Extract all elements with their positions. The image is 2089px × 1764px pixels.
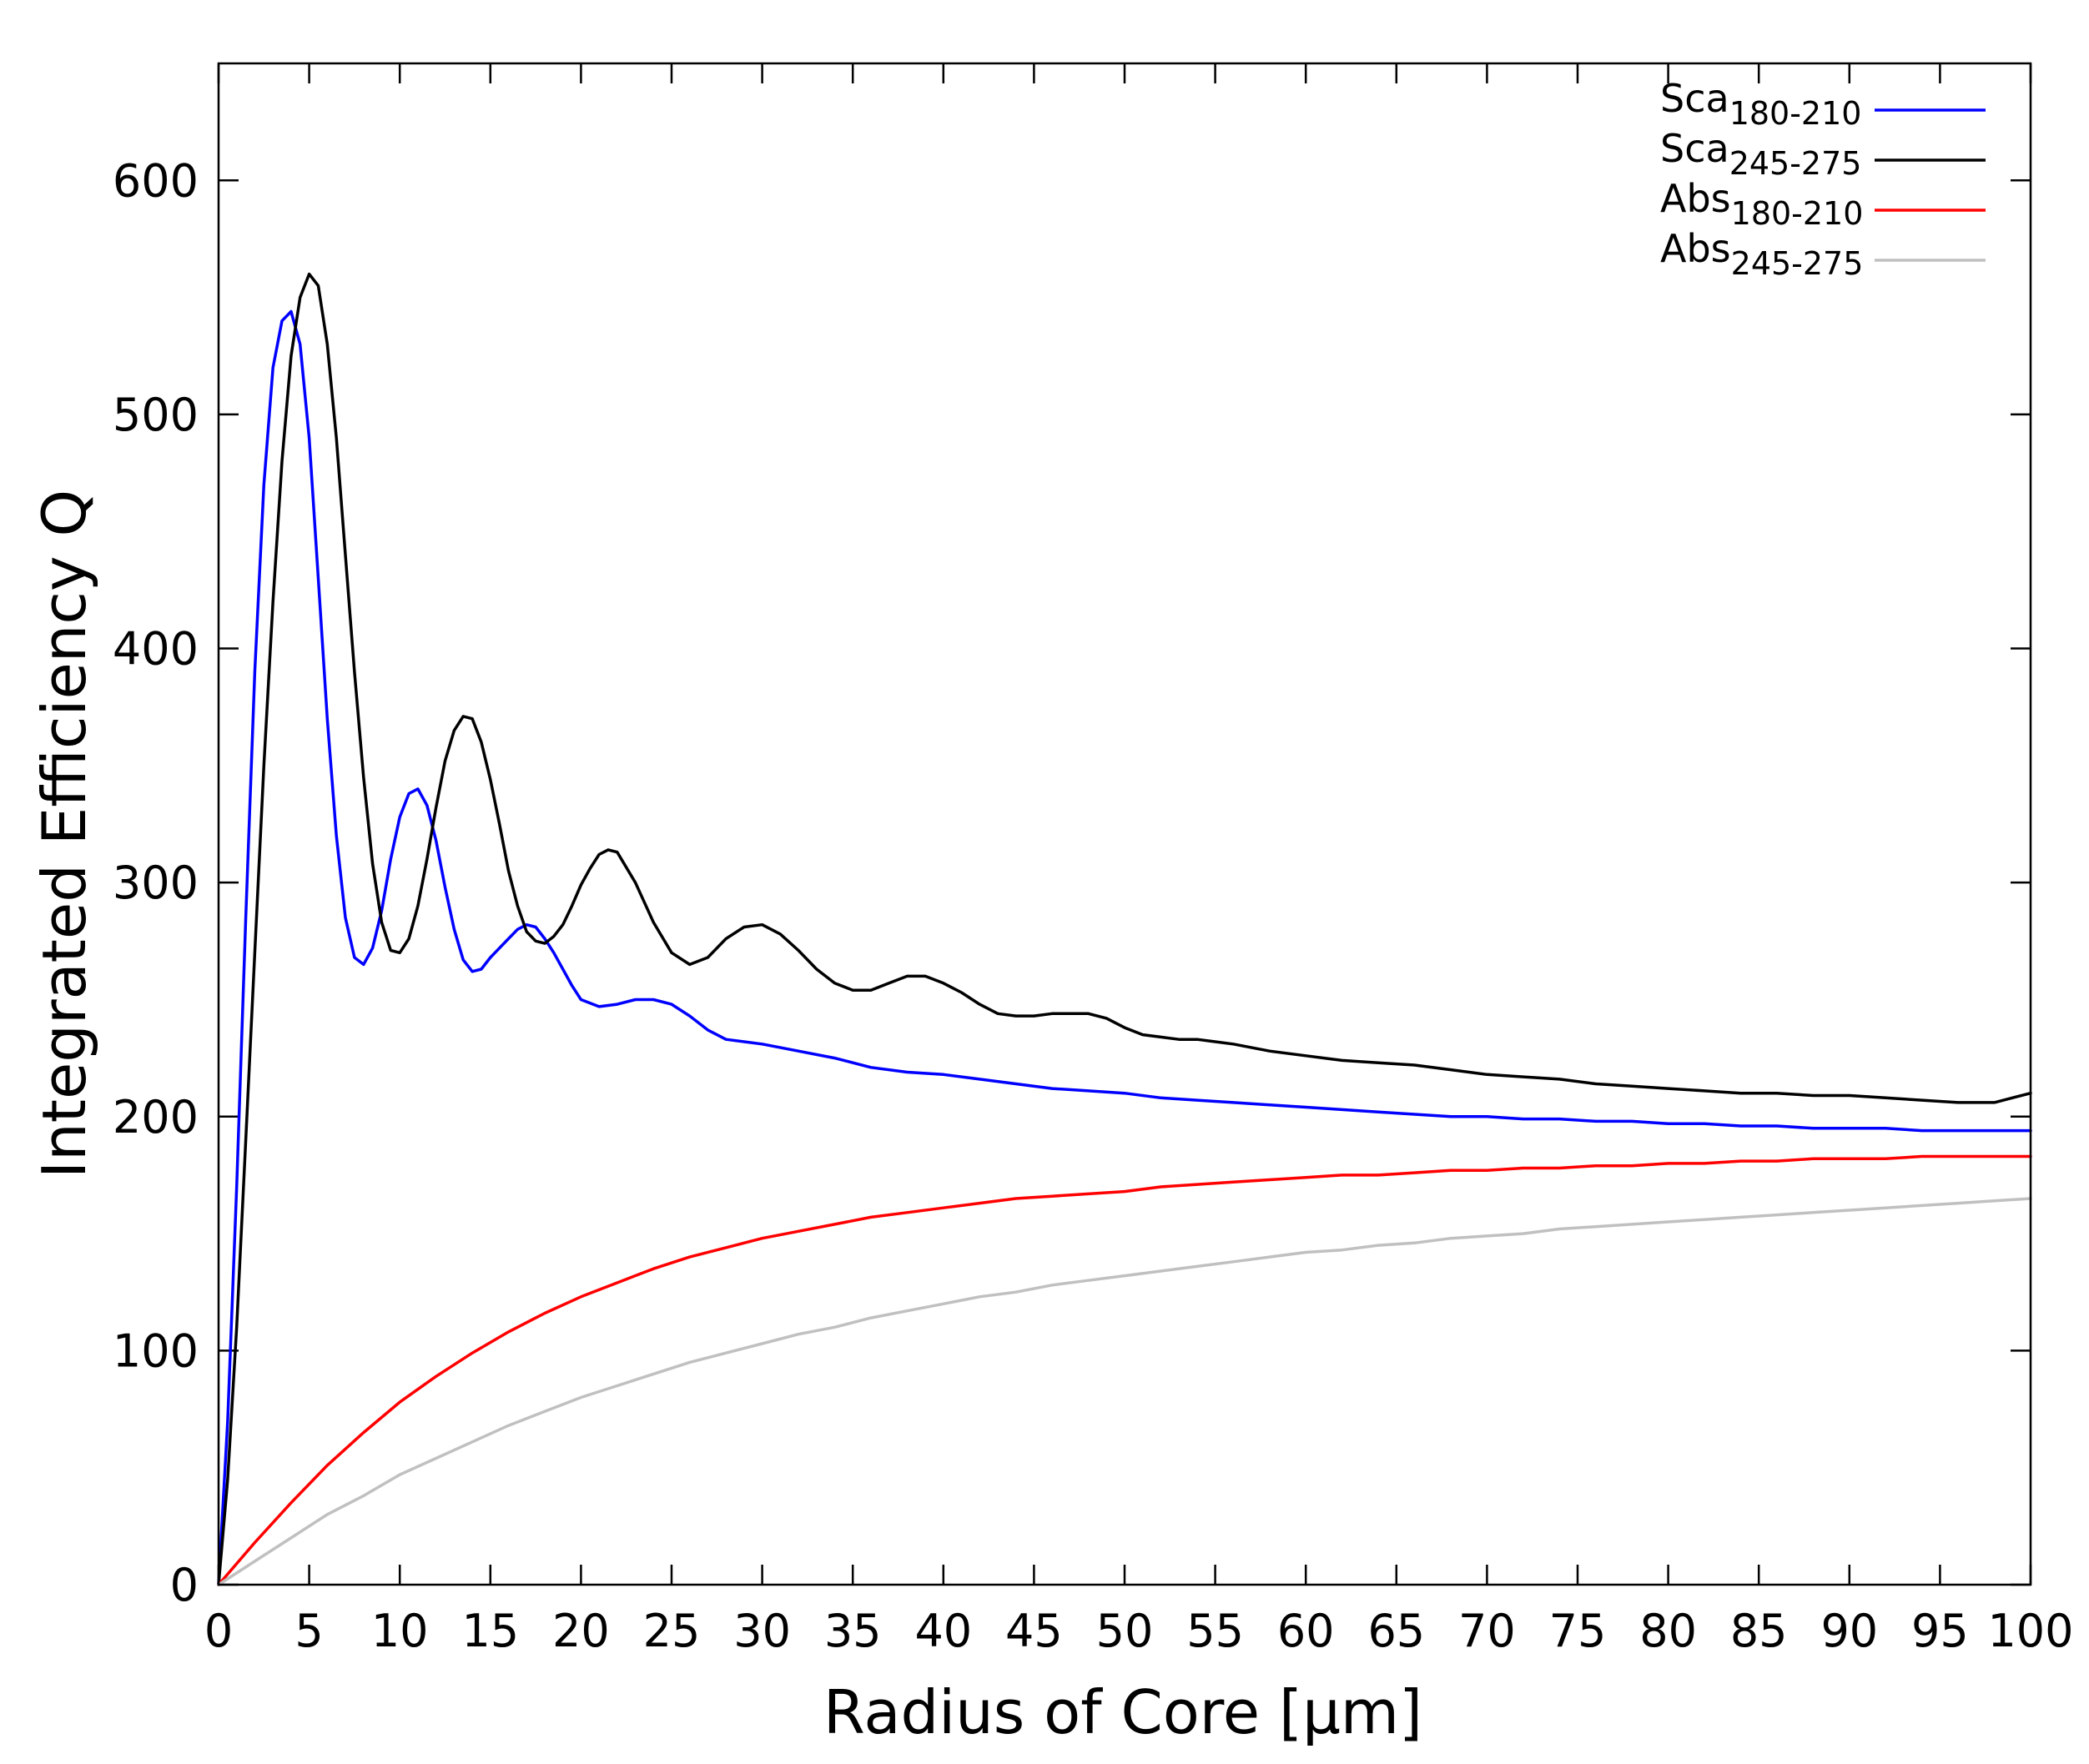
x-tick-label: 80 — [1639, 1605, 1697, 1657]
legend-label-3: Abs180-210 — [1660, 176, 1863, 232]
x-tick-label: 35 — [824, 1605, 882, 1657]
y-tick-label: 500 — [113, 389, 199, 441]
series-line-1 — [217, 309, 2032, 1586]
x-tick-label: 85 — [1730, 1605, 1788, 1657]
x-tick-label: 40 — [914, 1605, 972, 1657]
plot-frame — [217, 62, 2032, 1586]
x-tick-label: 95 — [1911, 1605, 1969, 1657]
x-tick-label: 20 — [552, 1605, 610, 1657]
x-tick-label: 65 — [1367, 1605, 1425, 1657]
series-line-4 — [217, 1197, 2032, 1586]
y-tick-label: 300 — [113, 857, 199, 909]
legend-subscript: 180-210 — [1731, 195, 1864, 232]
y-tick-label: 400 — [113, 623, 199, 676]
x-tick-labels: 0 5 10 15 20 25 30 35 40 45 50 55 60 65 70 75 80 85 90 95 10… — [204, 1605, 2074, 1657]
y-axis-title: Integrated Efficiency Q — [29, 490, 99, 1179]
y-tick-labels: 0 100 200 300 400 500 600 — [113, 154, 199, 1611]
x-tick-label: 30 — [733, 1605, 791, 1657]
x-tick-label: 55 — [1186, 1605, 1244, 1657]
legend-name: Abs — [1660, 176, 1731, 221]
plot-lines — [217, 272, 2032, 1586]
series-line-2 — [217, 272, 2032, 1586]
axis-ticks — [217, 63, 2032, 1586]
y-tick-label: 600 — [113, 154, 199, 207]
legend-subscript: 180-210 — [1729, 95, 1862, 132]
x-tick-label: 0 — [204, 1605, 233, 1657]
x-tick-label: 90 — [1820, 1605, 1878, 1657]
x-tick-label: 10 — [371, 1605, 429, 1657]
x-tick-label: 60 — [1277, 1605, 1335, 1657]
legend-label-2: Sca245-275 — [1660, 126, 1861, 182]
x-tick-label: 75 — [1549, 1605, 1607, 1657]
legend-name: Sca — [1660, 126, 1729, 171]
y-tick-label: 200 — [113, 1091, 199, 1143]
legend-subscript: 245-275 — [1731, 245, 1864, 282]
y-tick-label: 0 — [170, 1559, 199, 1611]
x-axis-title: Radius of Core [μm] — [823, 1677, 1422, 1747]
legend-label-4: Abs245-275 — [1660, 226, 1863, 282]
legend-name: Sca — [1660, 76, 1729, 121]
x-tick-label: 50 — [1096, 1605, 1154, 1657]
legend-subscript: 245-275 — [1729, 145, 1862, 182]
x-tick-label: 70 — [1458, 1605, 1516, 1657]
series-line-3 — [217, 1154, 2032, 1586]
x-tick-label: 100 — [1987, 1605, 2073, 1657]
legend-label-1: Sca180-210 — [1660, 76, 1861, 132]
x-tick-label: 45 — [1005, 1605, 1063, 1657]
x-tick-label: 5 — [294, 1605, 323, 1657]
x-tick-label: 25 — [643, 1605, 701, 1657]
legend-name: Abs — [1660, 226, 1731, 271]
y-tick-label: 100 — [113, 1324, 199, 1377]
x-tick-label: 15 — [461, 1605, 519, 1657]
